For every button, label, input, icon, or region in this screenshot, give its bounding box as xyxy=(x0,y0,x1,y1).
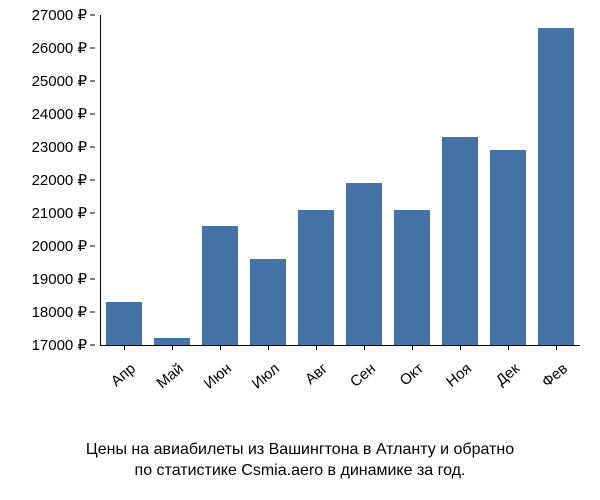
x-tick-mark xyxy=(172,345,173,350)
x-tick-label: Авг xyxy=(302,360,331,388)
y-axis: 17000 ₽18000 ₽19000 ₽20000 ₽21000 ₽22000… xyxy=(10,15,95,345)
x-axis: Апр Май Июн Июл Авг Сен Окт Ноя Дек Фев xyxy=(100,345,580,425)
x-tick-mark xyxy=(268,345,269,350)
y-tick-label: 22000 ₽ xyxy=(32,171,87,189)
bar xyxy=(346,183,382,345)
x-tick-mark xyxy=(124,345,125,350)
plot-area xyxy=(100,15,580,345)
y-tick-mark xyxy=(90,48,95,49)
x-tick-label: Июл xyxy=(249,360,283,393)
bar xyxy=(298,210,334,345)
bar xyxy=(490,150,526,345)
chart-container: 17000 ₽ 18000 ₽ 19000 ₽ 20000 ₽ 21000 ₽ 22000… xyxy=(10,10,590,430)
x-tick-label: Апр xyxy=(108,360,139,390)
y-tick-label: 27000 ₽ xyxy=(32,6,87,24)
x-tick-mark xyxy=(508,345,509,350)
x-tick-label: Дек xyxy=(493,360,523,389)
y-tick-label: 20000 ₽ xyxy=(32,237,87,255)
bar xyxy=(154,338,190,345)
bar xyxy=(442,137,478,345)
y-tick-mark xyxy=(90,114,95,115)
y-tick-mark xyxy=(90,279,95,280)
x-tick-mark xyxy=(556,345,557,350)
caption-line-1: Цены на авиабилеты из Вашингтона в Атлан… xyxy=(86,441,514,458)
y-tick-mark xyxy=(90,312,95,313)
x-tick-mark xyxy=(412,345,413,350)
y-tick-mark xyxy=(90,246,95,247)
x-tick-label: Окт xyxy=(397,360,427,389)
bar xyxy=(250,259,286,345)
bar xyxy=(202,226,238,345)
x-tick-label: Май xyxy=(153,360,186,392)
y-tick-label: 21000 ₽ xyxy=(32,204,87,222)
x-tick-mark xyxy=(364,345,365,350)
y-tick-label: 19000 ₽ xyxy=(32,270,87,288)
y-tick-mark xyxy=(90,81,95,82)
bar xyxy=(538,28,574,345)
y-tick-label: 25000 ₽ xyxy=(32,72,87,90)
y-tick-mark xyxy=(90,15,95,16)
y-tick-mark xyxy=(90,213,95,214)
caption-line-2: по статистике Csmia.aero в динамике за г… xyxy=(135,462,466,479)
x-tick-mark xyxy=(220,345,221,350)
x-tick-label: Сен xyxy=(347,360,379,391)
x-tick-label: Июн xyxy=(201,360,235,393)
bar xyxy=(394,210,430,345)
y-tick-mark xyxy=(90,180,95,181)
x-tick-mark xyxy=(460,345,461,350)
bar xyxy=(106,302,142,345)
y-tick-label: 18000 ₽ xyxy=(32,303,87,321)
chart-caption: Цены на авиабилеты из Вашингтона в Атлан… xyxy=(0,439,600,482)
y-tick-mark xyxy=(90,147,95,148)
y-tick-mark xyxy=(90,345,95,346)
x-tick-mark xyxy=(316,345,317,350)
y-tick-label: 23000 ₽ xyxy=(32,138,87,156)
x-tick-label: Фев xyxy=(539,360,571,391)
y-tick-label: 26000 ₽ xyxy=(32,39,87,57)
x-tick-label: Ноя xyxy=(443,360,475,391)
y-tick-label: 24000 ₽ xyxy=(32,105,87,123)
y-tick-label: 17000 ₽ xyxy=(32,336,87,354)
